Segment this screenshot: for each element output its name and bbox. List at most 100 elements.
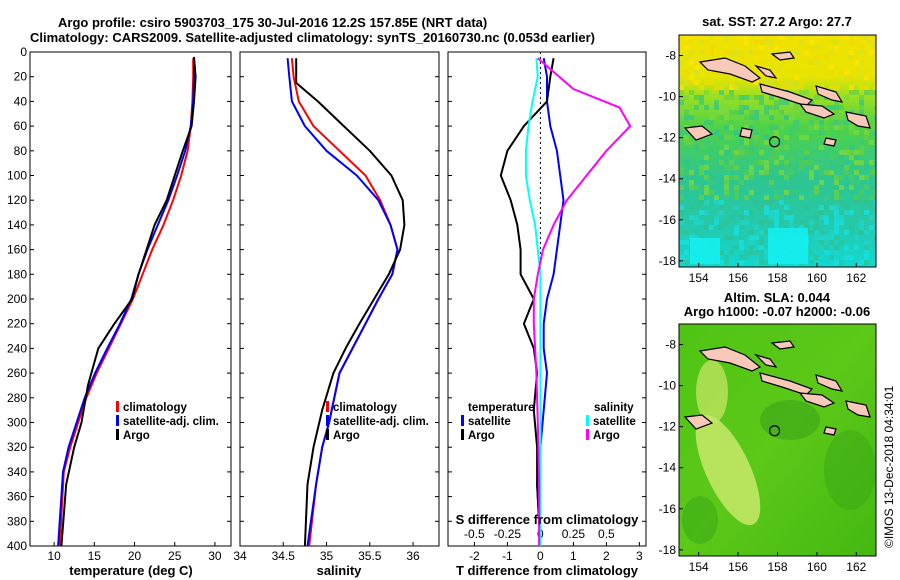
y-tick-label: 200 bbox=[7, 292, 27, 306]
sla-coastline bbox=[683, 340, 871, 436]
figure-title-line2: Climatology: CARS2009. Satellite-adjuste… bbox=[30, 30, 595, 45]
x-tick-label: 20 bbox=[128, 549, 142, 563]
legend-swatch-s-satellite bbox=[586, 415, 589, 426]
map-x-tick-label: 158 bbox=[767, 271, 787, 285]
map-x-tick-label: 160 bbox=[807, 271, 827, 285]
x-tick-label: 3 bbox=[636, 549, 643, 563]
map-x-tick-label: 154 bbox=[689, 560, 709, 574]
x-tick-label: 35.5 bbox=[358, 549, 382, 563]
y-tick-label: 0 bbox=[20, 45, 27, 59]
x-tick-label: 10 bbox=[47, 549, 61, 563]
temperature-panel: 0 20 40 60 80 100 120 140 160 180 200 220 240 260 280 3… bbox=[7, 45, 232, 563]
x-tick-label: 25 bbox=[168, 549, 182, 563]
difference-legend: temperature satellite Argo salinity sate… bbox=[461, 402, 636, 442]
legend-swatch-climatology bbox=[116, 401, 119, 412]
map-x-tick-label: 158 bbox=[767, 560, 787, 574]
legend-label-argo: Argo bbox=[333, 430, 360, 442]
y-tick-label: 240 bbox=[7, 341, 27, 355]
y-tick-label: 120 bbox=[7, 193, 27, 207]
y-tick-label: 60 bbox=[14, 119, 28, 133]
map-y-tick-label: -12 bbox=[659, 420, 677, 434]
legend-swatch-t-argo bbox=[461, 429, 464, 440]
map-y-tick-label: -14 bbox=[659, 172, 677, 186]
map-y-tick-label: -10 bbox=[659, 379, 677, 393]
map-x-tick-label: 162 bbox=[846, 560, 866, 574]
y-tick-label: 160 bbox=[7, 243, 27, 257]
x2-tick-label: -0.25 bbox=[494, 527, 522, 541]
map-y-tick-label: -18 bbox=[659, 543, 677, 557]
x-tick-label: 15 bbox=[88, 549, 102, 563]
legend-swatch-t-satellite bbox=[461, 415, 464, 426]
difference-panel: -2 -1 0 1 2 3-0.5 -0.25 0 0.25 0.5 bbox=[447, 51, 647, 563]
series-line-t-satellite bbox=[536, 58, 565, 547]
y-tick-label: 180 bbox=[7, 267, 27, 281]
legend-swatch-satellite-adj bbox=[326, 415, 329, 426]
legend-label-t-argo: Argo bbox=[468, 430, 495, 442]
y-tick-label: 80 bbox=[14, 144, 28, 158]
y-tick-label: 40 bbox=[14, 94, 28, 108]
x-tick-label: -1 bbox=[502, 549, 513, 563]
x-tick-label: -2 bbox=[469, 549, 480, 563]
sst-map-ticks: 154 156 158 160 162 -8 -10 -12 -14 -16 -18 bbox=[659, 49, 867, 285]
series-line-s-argo bbox=[532, 57, 632, 546]
map-y-tick-label: -14 bbox=[659, 461, 677, 475]
y-tick-label: 380 bbox=[7, 514, 27, 528]
sla-map-title-line1: Altim. SLA: 0.044 bbox=[724, 290, 831, 305]
y-tick-label: 340 bbox=[7, 465, 27, 479]
y-tick-label: 100 bbox=[7, 169, 27, 183]
legend-label-t-satellite: satellite bbox=[468, 416, 511, 428]
legend-label-satellite-adj: satellite-adj. clim. bbox=[123, 416, 219, 428]
legend-swatch-satellite-adj bbox=[116, 415, 119, 426]
x-tick-label: 0 bbox=[537, 549, 544, 563]
sst-map-title: sat. SST: 27.2 Argo: 27.7 bbox=[702, 14, 852, 29]
argo-position-marker bbox=[768, 136, 781, 148]
sst-map: 154 156 158 160 162 -8 -10 -12 -14 -16 -18 bbox=[659, 34, 877, 285]
x2-tick-label: 0.25 bbox=[562, 527, 586, 541]
plot-frame bbox=[239, 51, 440, 547]
sst-coastline bbox=[683, 51, 871, 147]
y-tick-label: 400 bbox=[7, 539, 27, 553]
y-tick-label: 260 bbox=[7, 366, 27, 380]
temperature-legend: climatology satellite-adj. clim. Argo bbox=[116, 401, 219, 442]
map-y-tick-label: -10 bbox=[659, 90, 677, 104]
difference-xlabel: T difference from climatology bbox=[456, 563, 639, 578]
x2-tick-label: -0.5 bbox=[464, 527, 485, 541]
legend-swatch-argo bbox=[116, 429, 119, 440]
legend-label-climatology: climatology bbox=[123, 402, 188, 414]
map-y-tick-label: -16 bbox=[659, 213, 677, 227]
y-tick-label: 360 bbox=[7, 490, 27, 504]
sla-map: 154 156 158 160 162 -8 -10 -12 -14 -16 -18 bbox=[659, 323, 877, 574]
x-tick-label: 30 bbox=[208, 549, 222, 563]
y-tick-label: 20 bbox=[14, 70, 28, 84]
map-y-tick-label: -12 bbox=[659, 131, 677, 145]
y-tick-label: 300 bbox=[7, 416, 27, 430]
map-x-tick-label: 154 bbox=[689, 271, 709, 285]
y-tick-label: 140 bbox=[7, 218, 27, 232]
salinity-xlabel: salinity bbox=[317, 563, 363, 578]
temperature-xlabel: temperature (deg C) bbox=[69, 563, 193, 578]
argo-position-marker bbox=[768, 425, 781, 437]
legend-title-temperature: temperature bbox=[468, 402, 534, 414]
imos-watermark: ©IMOS 13-Dec-2018 04:34:01 bbox=[882, 385, 896, 548]
legend-swatch-s-argo bbox=[586, 429, 589, 440]
map-x-tick-label: 160 bbox=[807, 560, 827, 574]
x2-tick-label: 0.5 bbox=[598, 527, 615, 541]
salinity-panel: 34 34.5 35 35.5 36 bbox=[233, 51, 440, 563]
legend-swatch-argo bbox=[326, 429, 329, 440]
x-tick-label: 34.5 bbox=[272, 549, 296, 563]
sla-map-ticks: 154 156 158 160 162 -8 -10 -12 -14 -16 -18 bbox=[659, 338, 867, 574]
series-line-t-argo bbox=[499, 58, 555, 547]
x-tick-label: 2 bbox=[603, 549, 610, 563]
map-x-tick-label: 156 bbox=[728, 271, 748, 285]
y-tick-label: 320 bbox=[7, 440, 27, 454]
series-line-s-satellite bbox=[524, 58, 542, 546]
map-y-tick-label: -8 bbox=[665, 338, 676, 352]
x-tick-label: 34 bbox=[233, 549, 247, 563]
figure-title-line1: Argo profile: csiro 5903703_175 30-Jul-2… bbox=[58, 15, 487, 30]
sla-map-title-line2: Argo h1000: -0.07 h2000: -0.06 bbox=[684, 304, 870, 319]
x-tick-label: 35 bbox=[320, 549, 334, 563]
sla-blobs bbox=[682, 360, 876, 544]
salinity-legend: climatology satellite-adj. clim. Argo bbox=[326, 401, 429, 442]
map-x-tick-label: 162 bbox=[846, 271, 866, 285]
x-tick-label: 36 bbox=[406, 549, 420, 563]
